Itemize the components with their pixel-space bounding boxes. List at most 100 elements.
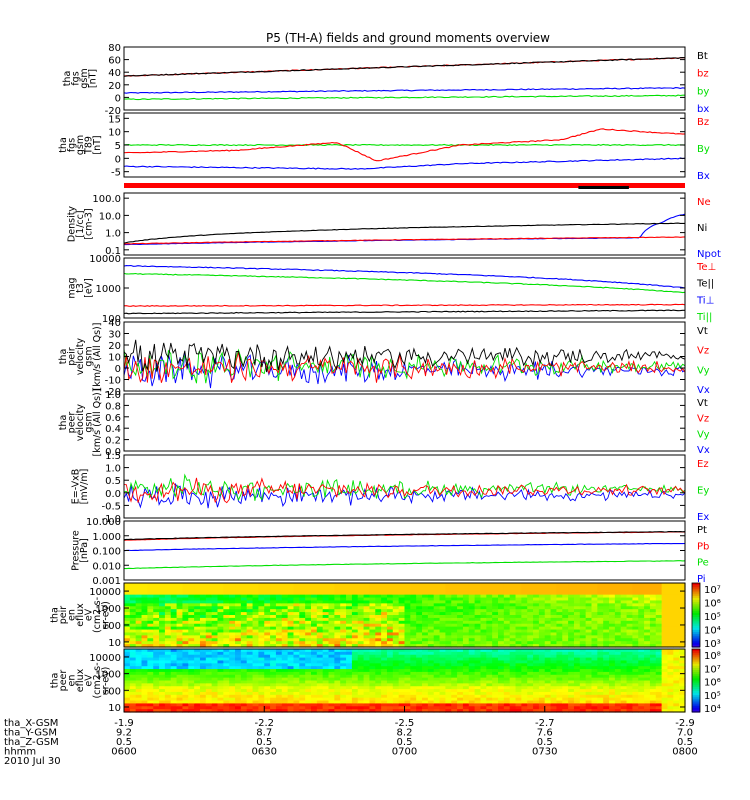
x-tick-value: 8.7 <box>256 728 272 739</box>
x-tick-value: 0700 <box>392 747 417 758</box>
colorbar-10: 10⁸ 10⁷ 10⁶ 10⁵ 10⁴ <box>691 648 721 715</box>
legend-label: Pi <box>697 574 706 585</box>
colorbar-label: 10⁸ <box>704 651 721 662</box>
y-axis-label-line: peer <box>66 412 77 434</box>
plot-area-5 <box>123 339 686 389</box>
legend-label: Ni <box>697 223 707 234</box>
y-axis-label-line: (cm2-s- <box>92 662 103 698</box>
panels: Btbzbybx806040200-20thafgsgsm[nT]BzByBx1… <box>49 43 721 715</box>
y-axis-label-line: [cm-3] <box>83 208 94 239</box>
y-ticks-3: 100.0 10.0 1.0 0.1 <box>92 194 685 257</box>
y-axis-label-line: peir <box>66 347 77 366</box>
series-line-Bz <box>123 128 686 162</box>
legend-label: Ti⊥ <box>696 295 714 306</box>
plot-area-4 <box>123 264 686 315</box>
x-tick-value: 7.6 <box>537 728 553 739</box>
legend-1: Bt bz by bx <box>697 51 709 115</box>
colorbar-label: 10⁶ <box>704 678 721 689</box>
y-tick-label: 1.0 <box>105 464 121 475</box>
y-axis-label-line: fgs <box>71 71 82 85</box>
legend-label: Ey <box>697 486 709 497</box>
y-axis-label-line: t3 <box>75 283 86 293</box>
series-line-Ti|| <box>123 272 686 294</box>
y-tick-label: 20 <box>108 341 121 352</box>
y-axis-label-line: Density <box>66 206 77 242</box>
panel-5: VtVzVyVx403020100-10-20thapeirvelocitygs… <box>58 318 710 398</box>
legend-label: Vt <box>697 326 708 337</box>
x-tick-value: 0.5 <box>397 737 413 748</box>
legend-6: Vt Vz Vy Vx <box>697 398 710 456</box>
colorbar-label: 10⁵ <box>704 612 721 623</box>
y-axis-label-line: gsm <box>83 412 94 432</box>
x-axis-annotations: tha_X-GSM -1.9 -2.2 -2.5 -2.7 -2.9 tha_Y-GSM 9.… <box>4 706 698 767</box>
series-line-Ne <box>123 236 686 245</box>
y-axis-label-line: [1/cc] <box>75 210 86 237</box>
panel-10: 10⁸ 10⁷ 10⁶ 10⁵ 10⁴ 10000 1000 100 10 thapeerenef… <box>49 648 721 715</box>
y-ticks-2: 15 10 5 0 -5 <box>108 114 685 179</box>
y-tick-label: 0.8 <box>105 401 121 412</box>
x-tick-value: 0600 <box>111 747 136 758</box>
legend-label: Vt <box>697 398 708 409</box>
legend-label: Ne <box>697 197 711 208</box>
y-tick-label: 0.6 <box>105 413 121 424</box>
panel-frame <box>123 520 686 581</box>
y-tick-label: 0.1 <box>105 246 121 257</box>
legend-label: Vx <box>697 445 710 456</box>
y-axis-label-line: tha <box>49 607 60 623</box>
y-tick-label: 0.100 <box>92 547 121 558</box>
legend-label: Te⊥ <box>696 262 716 273</box>
x-tick-value: -2.9 <box>675 718 695 729</box>
y-tick-label: 0 <box>115 93 121 104</box>
x-tick-value: 0.5 <box>537 737 553 748</box>
y-tick-label: 15 <box>108 114 121 125</box>
legend-label: Ex <box>697 512 709 523</box>
y-tick-label: 100 <box>102 686 121 697</box>
series-line-Pt <box>123 531 686 541</box>
y-tick-label: 20 <box>108 81 121 92</box>
spectrogram-9 <box>124 583 686 648</box>
legend-label: Vx <box>697 385 710 396</box>
y-ticks-9: 10000 1000 100 10 <box>89 587 685 649</box>
y-tick-label: 10000 <box>89 587 121 598</box>
x-row-label: tha_X-GSM <box>4 718 58 729</box>
series-line-Pe <box>123 560 686 570</box>
plot-area-7 <box>123 473 686 509</box>
panel-9: 10⁷ 10⁶ 10⁵ 10⁴ 10³ 10000 1000 100 10 thapeirenef… <box>49 582 721 650</box>
y-tick-label: 0.4 <box>105 424 121 435</box>
x-tick-value: 9.2 <box>116 728 132 739</box>
y-tick-label: 1.0 <box>105 390 121 401</box>
y-axis-label-line: tha <box>58 349 69 365</box>
series-line-Ti⊥ <box>123 264 686 289</box>
y-axis-label-3: Density[1/cc][cm-3] <box>66 206 94 242</box>
y-tick-label: 1.5 <box>105 451 121 462</box>
y-ticks-10: 10000 1000 100 10 <box>89 653 685 714</box>
panel-frame <box>123 46 686 111</box>
legend-4: Te⊥ Te|| Ti⊥ Ti|| <box>696 262 716 323</box>
y-axis-label-line: velocity <box>75 338 86 376</box>
legend-label: By <box>697 144 710 155</box>
y-axis-label-line: eV <box>83 608 94 621</box>
y-tick-label: -20 <box>105 106 121 117</box>
y-axis-label-line: [km/s (All Qs)] <box>92 323 103 391</box>
x-row-label: tha_Z-GSM <box>4 737 59 748</box>
y-tick-label: 30 <box>108 330 121 341</box>
x-tick-value: -2.2 <box>254 718 274 729</box>
plot-area-8 <box>123 531 686 570</box>
legend-label: Bx <box>697 171 710 182</box>
y-tick-label: 100.0 <box>92 194 121 205</box>
y-tick-label: 0.5 <box>105 476 121 487</box>
figure-title: P5 (TH-A) fields and ground moments over… <box>266 31 550 45</box>
y-axis-label-line: peer <box>58 670 69 692</box>
y-ticks-6: 1.00.80.60.40.20.0 <box>105 390 685 458</box>
legend-label: Vy <box>697 365 710 376</box>
colorbar-label: 10⁷ <box>704 664 721 675</box>
y-tick-label: 100 <box>102 314 121 325</box>
y-tick-label: -20 <box>105 387 121 398</box>
y-axis-label-8: Pressure[nPa] <box>71 530 91 571</box>
y-tick-label: 1000 <box>96 670 121 681</box>
